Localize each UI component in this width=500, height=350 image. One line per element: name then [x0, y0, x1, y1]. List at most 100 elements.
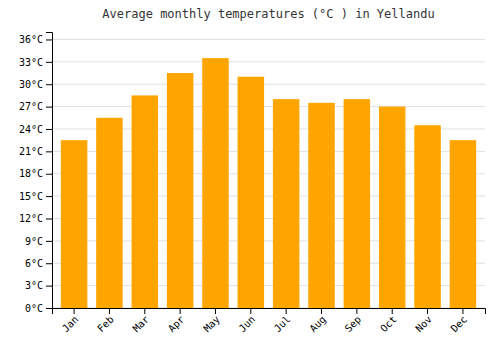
y-tick: 12°C: [19, 213, 52, 224]
x-tick: Jul: [272, 308, 293, 334]
y-axis-line: [46, 33, 53, 309]
bar: [308, 103, 335, 308]
grid-line: [52, 39, 485, 40]
y-tick-mark: [46, 84, 52, 85]
y-tick-label: 36°C: [19, 34, 43, 45]
y-tick: 3°C: [25, 280, 52, 291]
y-tick-mark: [46, 151, 52, 152]
bar: [167, 73, 194, 308]
x-tick-mark: [392, 308, 393, 314]
y-tick-label: 30°C: [19, 79, 43, 90]
y-axis: 0°C 3°C 6°C 9°C 12°C 15°C 18°C 21°C 24°C 27°C 30°C…: [19, 33, 53, 314]
y-tick-mark: [46, 129, 52, 130]
x-axis-line: [53, 309, 486, 315]
x-tick: Jun: [237, 308, 258, 334]
title: Average monthly temperatures (°C ) in Ye…: [102, 7, 434, 21]
bar: [132, 95, 159, 308]
y-tick: 9°C: [25, 236, 52, 247]
y-tick-label: 15°C: [19, 191, 43, 202]
x-tick-label: Jan: [60, 314, 81, 335]
x-tick: Apr: [166, 308, 187, 334]
bar: [61, 140, 88, 308]
x-tick: Oct: [378, 308, 399, 334]
y-tick-mark: [46, 308, 52, 309]
y-tick: 15°C: [19, 191, 52, 202]
y-tick: 6°C: [25, 258, 52, 269]
x-tick: Jan: [60, 308, 81, 334]
y-tick-mark: [46, 241, 52, 242]
x-tick-label: Oct: [378, 314, 399, 335]
y-tick-mark: [46, 286, 52, 287]
bar: [344, 99, 371, 308]
y-tick-label: 33°C: [19, 57, 43, 68]
y-tick: 21°C: [19, 146, 52, 157]
y-tick-mark: [46, 107, 52, 108]
x-tick: Mar: [131, 308, 152, 334]
x-tick-mark: [144, 308, 145, 314]
y-tick-label: 18°C: [19, 168, 43, 179]
y-tick: 36°C: [19, 34, 52, 45]
x-tick-label: Jun: [237, 314, 258, 335]
y-tick: 27°C: [19, 101, 52, 112]
y-tick-label: 3°C: [25, 280, 43, 291]
grid-line: [52, 61, 485, 62]
x-tick-mark: [250, 308, 251, 314]
x-tick-mark: [109, 308, 110, 314]
x-tick-mark: [356, 308, 357, 314]
bars: [61, 58, 476, 308]
y-tick: 24°C: [19, 124, 52, 135]
bar: [238, 77, 265, 308]
y-tick-label: 27°C: [19, 101, 43, 112]
x-tick-mark: [462, 308, 463, 314]
x-tick: May: [201, 308, 222, 334]
x-tick: Dec: [449, 308, 470, 334]
chart: Jan Feb Mar Apr May Jun Jul Aug Sep Oct Nov Dec 0°C 3…: [0, 0, 500, 350]
y-tick-mark: [46, 62, 52, 63]
y-tick: 0°C: [25, 303, 52, 314]
x-tick-mark: [74, 308, 75, 314]
x-tick-mark: [180, 308, 181, 314]
bar: [96, 118, 123, 308]
bar: [273, 99, 300, 308]
x-tick-label: May: [201, 314, 222, 335]
x-tick: Aug: [307, 308, 328, 334]
y-tick: 18°C: [19, 168, 52, 179]
x-tick: Feb: [95, 308, 116, 334]
y-tick-label: 9°C: [25, 236, 43, 247]
x-tick-mark: [286, 308, 287, 314]
y-tick-label: 24°C: [19, 124, 43, 135]
plot: Jan Feb Mar Apr May Jun Jul Aug Sep Oct Nov Dec 0°C 3…: [19, 33, 486, 335]
x-tick-label: Dec: [449, 314, 470, 335]
y-tick: 30°C: [19, 79, 52, 90]
x-tick-mark: [427, 308, 428, 314]
bar: [202, 58, 229, 308]
grid-line: [52, 106, 485, 107]
y-tick-mark: [46, 174, 52, 175]
bar: [379, 107, 406, 308]
grid-line: [52, 84, 485, 85]
bar: [450, 140, 477, 308]
x-tick-label: Mar: [131, 314, 152, 335]
y-tick-mark: [46, 196, 52, 197]
grid: [52, 39, 485, 308]
x-tick-label: Sep: [343, 314, 364, 335]
y-tick-mark: [46, 39, 52, 40]
x-tick-mark: [215, 308, 216, 314]
y-tick-label: 0°C: [25, 303, 43, 314]
y-tick-label: 12°C: [19, 213, 43, 224]
bar: [414, 125, 441, 308]
x-tick: Sep: [343, 308, 364, 334]
y-tick-label: 21°C: [19, 146, 43, 157]
x-axis: Jan Feb Mar Apr May Jun Jul Aug Sep Oct Nov Dec: [53, 308, 486, 334]
x-tick: Nov: [413, 308, 434, 334]
y-tick-mark: [46, 218, 52, 219]
y-tick-label: 6°C: [25, 258, 43, 269]
x-tick-label: Feb: [95, 314, 116, 335]
x-tick-label: Apr: [166, 314, 187, 335]
y-tick-mark: [46, 263, 52, 264]
x-tick-label: Jul: [272, 314, 293, 335]
y-tick: 33°C: [19, 57, 52, 68]
x-tick-label: Nov: [413, 314, 434, 335]
x-tick-mark: [321, 308, 322, 314]
x-tick-label: Aug: [307, 314, 328, 335]
